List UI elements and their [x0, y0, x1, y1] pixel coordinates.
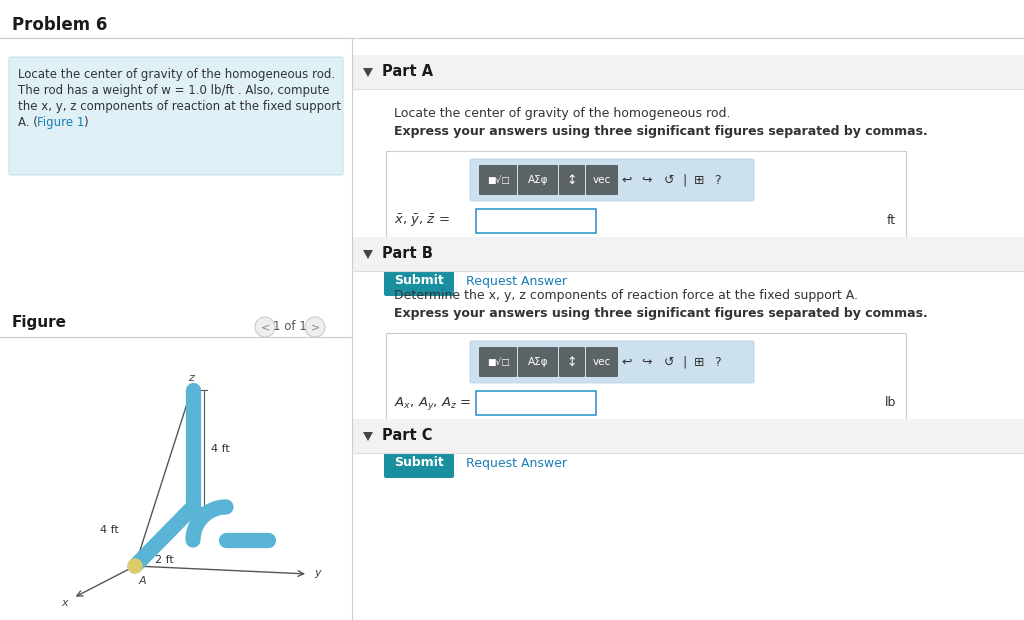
Text: Express your answers using three significant figures separated by commas.: Express your answers using three signifi… — [394, 125, 928, 138]
FancyBboxPatch shape — [9, 57, 343, 175]
Text: Problem 6: Problem 6 — [12, 16, 108, 34]
FancyBboxPatch shape — [586, 347, 618, 377]
Text: ?: ? — [714, 355, 720, 368]
Bar — [352, 55, 1024, 89]
Text: ↪: ↪ — [642, 174, 652, 187]
Text: $z$: $z$ — [188, 373, 196, 383]
Text: ): ) — [83, 116, 88, 129]
Text: Part B: Part B — [382, 247, 433, 262]
FancyBboxPatch shape — [470, 159, 754, 201]
Text: the x, y, z components of reaction at the fixed support: the x, y, z components of reaction at th… — [18, 100, 341, 113]
Text: ↕: ↕ — [566, 174, 578, 187]
Circle shape — [305, 317, 325, 337]
Text: <: < — [260, 322, 269, 332]
Text: Figure 1: Figure 1 — [37, 116, 84, 129]
Bar — [386, 151, 906, 261]
Text: Express your answers using three significant figures separated by commas.: Express your answers using three signifi… — [394, 307, 928, 320]
Text: $\bar{x}$, $\bar{y}$, $\bar{z}$ =: $\bar{x}$, $\bar{y}$, $\bar{z}$ = — [394, 213, 450, 229]
Text: Locate the center of gravity of the homogeneous rod.: Locate the center of gravity of the homo… — [18, 68, 335, 81]
FancyBboxPatch shape — [559, 165, 585, 195]
FancyBboxPatch shape — [586, 165, 618, 195]
Text: ↺: ↺ — [664, 355, 674, 368]
Text: Part A: Part A — [382, 64, 433, 79]
Text: ?: ? — [714, 174, 720, 187]
Text: 4 ft: 4 ft — [100, 525, 119, 535]
Text: Request Answer: Request Answer — [466, 456, 567, 469]
Bar — [352, 237, 1024, 271]
Text: The rod has a weight of w = 1.0 lb/ft . Also, compute: The rod has a weight of w = 1.0 lb/ft . … — [18, 84, 330, 97]
Text: ■√□: ■√□ — [486, 358, 509, 366]
Text: $A$: $A$ — [138, 574, 147, 586]
Text: 2 ft: 2 ft — [155, 555, 174, 565]
FancyBboxPatch shape — [479, 347, 517, 377]
Text: |: | — [683, 355, 687, 368]
Bar — [386, 333, 906, 443]
Circle shape — [255, 317, 275, 337]
Text: $A_x$, $A_y$, $A_z$ =: $A_x$, $A_y$, $A_z$ = — [394, 394, 471, 412]
Polygon shape — [362, 432, 373, 441]
Bar — [352, 419, 1024, 453]
Text: ■√□: ■√□ — [486, 175, 509, 185]
Text: vec: vec — [593, 175, 611, 185]
Text: ↺: ↺ — [664, 174, 674, 187]
FancyBboxPatch shape — [479, 165, 517, 195]
Polygon shape — [362, 68, 373, 77]
FancyBboxPatch shape — [384, 266, 454, 296]
FancyBboxPatch shape — [470, 341, 754, 383]
Text: AΣφ: AΣφ — [527, 357, 548, 367]
Text: Part C: Part C — [382, 428, 432, 443]
Text: ↩: ↩ — [622, 355, 632, 368]
FancyBboxPatch shape — [384, 448, 454, 478]
Text: Submit: Submit — [394, 275, 443, 288]
Polygon shape — [362, 250, 373, 259]
FancyBboxPatch shape — [518, 347, 558, 377]
Text: $x$: $x$ — [60, 598, 70, 608]
Text: 1 of 1: 1 of 1 — [273, 321, 307, 334]
Text: Locate the center of gravity of the homogeneous rod.: Locate the center of gravity of the homo… — [394, 107, 730, 120]
Text: ⊞: ⊞ — [693, 355, 705, 368]
Text: Submit: Submit — [394, 456, 443, 469]
Text: Determine the x, y, z components of reaction force at the fixed support A.: Determine the x, y, z components of reac… — [394, 289, 858, 302]
Bar — [476, 391, 596, 415]
Text: >: > — [310, 322, 319, 332]
Text: ⊞: ⊞ — [693, 174, 705, 187]
Bar — [476, 209, 596, 233]
Text: vec: vec — [593, 357, 611, 367]
FancyBboxPatch shape — [518, 165, 558, 195]
FancyBboxPatch shape — [559, 347, 585, 377]
Text: |: | — [683, 174, 687, 187]
Text: lb: lb — [885, 397, 896, 409]
Text: ↩: ↩ — [622, 174, 632, 187]
Text: Request Answer: Request Answer — [466, 275, 567, 288]
Text: ft: ft — [887, 215, 896, 228]
Text: $y$: $y$ — [313, 568, 323, 580]
Text: AΣφ: AΣφ — [527, 175, 548, 185]
Text: 4 ft: 4 ft — [211, 443, 229, 453]
Circle shape — [128, 559, 142, 573]
Text: ↪: ↪ — [642, 355, 652, 368]
Text: Figure: Figure — [12, 315, 67, 330]
Text: A. (: A. ( — [18, 116, 38, 129]
Text: ↕: ↕ — [566, 355, 578, 368]
